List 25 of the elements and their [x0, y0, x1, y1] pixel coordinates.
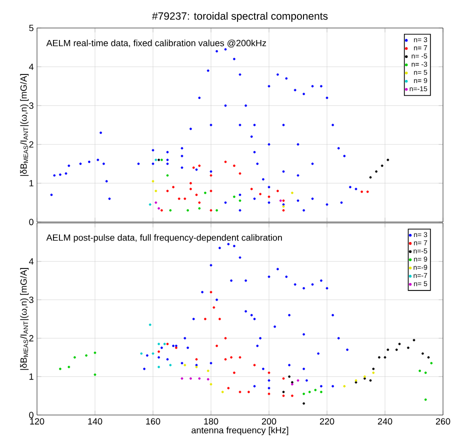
y-tick-label: 0 [29, 218, 34, 226]
annotation: AELM real-time data, fixed calibration values @200kHz [46, 40, 266, 48]
y-tick-label: 4 [29, 64, 34, 70]
x-tick-label: 240 [378, 418, 392, 425]
x-tick-label: 120 [30, 418, 44, 425]
y-tick-label: 3 [29, 296, 34, 303]
x-tick-label: 140 [88, 418, 102, 425]
y-axis-title: |δB$_{MEAS}$/I$_{ANT}$|(ω,n) [mG/A] [20, 74, 29, 176]
y-tick-label: 2 [29, 141, 34, 148]
x-tick-label: 220 [320, 418, 334, 425]
y-axis-title: |δB$_{MEAS}$/I$_{ANT}$|(ω,n) [mG/A] [20, 268, 29, 370]
x-tick-label: 160 [146, 418, 160, 425]
y-tick-label: 4 [29, 258, 34, 264]
y-tick-label: 3 [29, 102, 34, 109]
annotation: AELM post-pulse data, full frequency-dependent calibration [46, 234, 282, 243]
x-tick-label: 260 [436, 418, 450, 425]
x-tick-label: 200 [262, 418, 276, 425]
y-tick-label: 1 [29, 180, 34, 186]
y-tick-label: 2 [29, 335, 34, 342]
y-tick-label: 0 [29, 412, 34, 418]
y-tick-label: 1 [29, 374, 34, 380]
x-axis-title: antenna frequency [kHz] [192, 426, 288, 436]
y-tick-label: 5 [29, 24, 34, 32]
chart-title: #79237: toroidal spectral components [152, 12, 328, 22]
x-tick-label: 180 [204, 418, 218, 425]
